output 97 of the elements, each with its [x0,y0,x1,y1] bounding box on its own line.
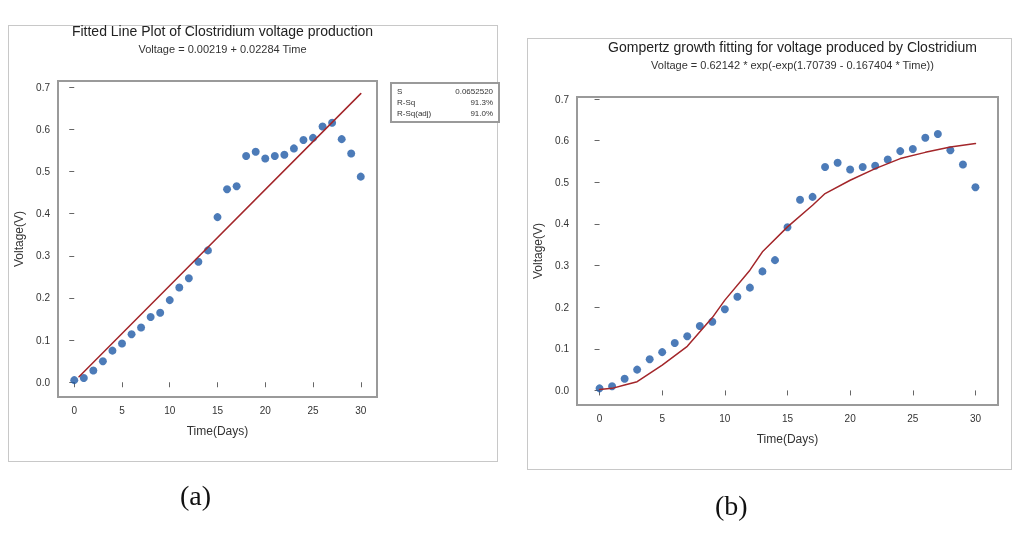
x-tick-label: 15 [211,404,224,416]
x-tick-label: 0 [71,404,78,416]
point [184,274,193,283]
point [108,346,117,355]
point [89,366,98,375]
point [261,154,270,163]
point [896,147,905,156]
point [337,135,346,144]
text: 91.0% [469,108,495,119]
point [356,172,365,181]
point [683,332,692,341]
y-tick-label: 0.1 [36,334,51,346]
text: (b) [715,490,748,522]
point [720,305,729,314]
point [846,165,855,174]
point [733,292,742,301]
point [251,147,260,156]
x-tick-label: 25 [907,412,919,424]
point [232,182,241,191]
y-tick-label: 0.3 [555,260,570,272]
x-tick-label: 30 [969,412,982,424]
x-axis-title: Time(Days) [756,432,819,446]
point [958,160,967,169]
point [908,145,917,154]
point [98,357,107,366]
x-tick-label: 25 [307,404,320,416]
x-tick-label: 20 [844,412,857,424]
y-tick-label: 0.1 [555,343,570,355]
text: S [396,86,404,97]
chart-subtitle: Voltage = 0.62142 * exp(-exp(1.70739 - 0.167404 * Time)) [651,58,934,71]
y-axis-title: Voltage(V) [12,210,27,268]
x-tick-label: 20 [259,404,272,416]
y-tick-label: 0.4 [36,208,51,220]
text: 91.3% [469,97,495,108]
x-tick-label: 30 [355,404,367,416]
y-tick-label: 0.2 [555,301,570,313]
text: R-Sq(adj) [396,108,433,119]
point [808,192,817,201]
y-tick-label: 0.5 [555,176,570,188]
point [118,339,126,348]
x-tick-label: 15 [781,412,794,424]
point [770,256,779,265]
point [242,152,251,160]
point [833,158,842,167]
point [347,149,356,158]
y-tick-label: 0.0 [36,376,51,388]
point [70,376,79,385]
x-tick-label: 5 [119,404,126,416]
point [156,308,165,317]
point [645,355,654,364]
text: (a) [180,480,212,512]
point [289,144,298,153]
point [620,374,629,383]
point [658,348,667,357]
y-tick-label: 0.7 [36,81,51,93]
point [933,130,942,139]
y-tick-label: 0.2 [36,292,51,304]
point [270,152,279,160]
point [758,267,767,276]
text: 0.0652520 [454,86,495,97]
point [695,321,704,330]
point [223,185,232,194]
point [127,330,136,339]
point [165,296,174,305]
point [79,374,88,383]
chart-title: Fitted Line Plot of Clostridium voltage production [71,23,374,39]
x-tick-label: 10 [719,412,731,424]
point [299,135,308,144]
point [670,338,679,347]
point [858,162,867,171]
point [921,133,930,142]
y-tick-label: 0.5 [36,166,51,178]
point [745,283,754,292]
x-tick-label: 0 [596,412,603,424]
x-axis-title: Time(Days) [186,424,249,438]
point [796,195,805,204]
y-tick-label: 0.6 [36,123,51,135]
y-tick-label: 0.3 [36,250,51,262]
text: R-Sq [396,97,417,108]
point [137,323,146,332]
x-tick-label: 5 [659,412,666,424]
point [821,162,830,171]
point [633,365,642,374]
y-axis-title: Voltage(V) [531,222,546,280]
y-tick-label: 0.4 [555,218,570,230]
point [971,183,980,192]
chart-title: Gompertz growth fitting for voltage produced by Clostridium [608,39,977,55]
y-tick-label: 0.0 [555,384,570,396]
chart-subtitle: Voltage = 0.00219 + 0.02284 Time [138,42,307,55]
x-tick-label: 10 [164,404,176,416]
point [213,213,222,222]
y-tick-label: 0.7 [555,93,570,105]
point [883,155,892,164]
point [175,283,184,292]
y-tick-label: 0.6 [555,135,570,147]
point [280,150,289,159]
point [146,312,155,321]
